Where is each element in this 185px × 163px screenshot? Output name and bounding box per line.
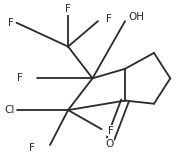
Text: F: F	[108, 126, 114, 136]
Text: F: F	[65, 4, 71, 14]
Text: Cl: Cl	[4, 105, 14, 115]
Text: F: F	[8, 18, 13, 28]
Text: F: F	[17, 73, 23, 83]
Text: OH: OH	[129, 12, 145, 22]
Text: F: F	[29, 143, 35, 153]
Text: F: F	[106, 14, 112, 24]
Text: O: O	[106, 139, 114, 149]
